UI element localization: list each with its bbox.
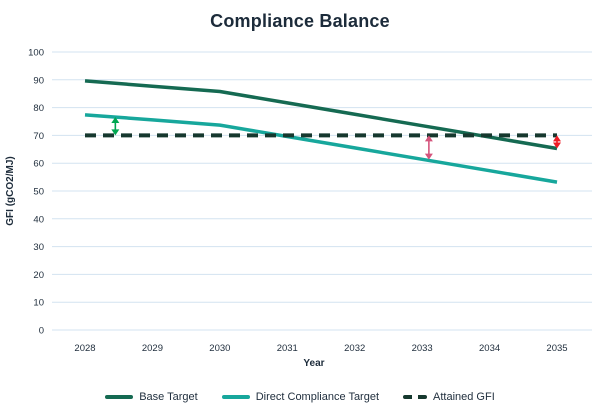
y-tick-label: 10 [33,298,44,309]
base-target-line-swatch-icon [105,394,134,399]
y-tick-label: 70 [33,131,44,142]
legend-label-direct-compliance-target: Direct Compliance Target [255,390,380,403]
y-axis-tick-labels: 0 10 20 30 40 50 60 70 80 90 100 [28,48,44,337]
green-double-arrow-2028 [111,117,120,136]
y-tick-label: 90 [33,75,44,86]
legend-label-base-target: Base Target [139,390,198,403]
pink-double-arrow-2033 [424,135,433,160]
y-axis-label: GFI (gCO2/MJ) [5,156,16,225]
x-tick-label: 2035 [546,343,567,354]
x-tick-label: 2032 [344,343,365,354]
legend-item-attained-gfi: Attained GFI [403,391,495,403]
series-lines [84,79,558,184]
gridlines [52,51,592,331]
x-axis-label: Year [303,358,324,369]
legend-item-base-target: Base Target [105,391,198,403]
y-tick-label: 80 [33,103,44,114]
annotations [111,117,561,160]
x-axis-tick-labels: 2028 2029 2030 2031 2032 2033 2034 2035 [74,343,567,354]
y-tick-label: 60 [33,159,44,170]
red-double-arrow-2035 [553,135,561,149]
line-direct-compliance-target [84,113,558,184]
y-tick-label: 50 [33,187,44,198]
x-tick-label: 2030 [209,343,230,354]
legend-label-attained-gfi: Attained GFI [433,390,495,403]
y-tick-label: 0 [39,326,44,337]
x-tick-label: 2031 [277,343,298,354]
y-tick-label: 100 [28,48,44,59]
legend: Base Target Direct Compliance Target Att… [0,375,600,418]
attained-gfi-dashed-swatch-icon [403,394,428,399]
y-tick-label: 30 [33,242,44,253]
legend-item-direct-compliance-target: Direct Compliance Target [221,390,380,403]
x-tick-label: 2028 [74,343,95,354]
y-tick-label: 20 [33,270,44,281]
x-tick-label: 2033 [412,343,433,354]
x-tick-label: 2034 [479,343,500,354]
direct-compliance-target-line-swatch-icon [221,394,250,399]
x-tick-label: 2029 [142,343,163,354]
line-base-target [84,79,558,151]
y-tick-label: 40 [33,214,44,225]
chart-title: Compliance Balance [210,11,390,31]
